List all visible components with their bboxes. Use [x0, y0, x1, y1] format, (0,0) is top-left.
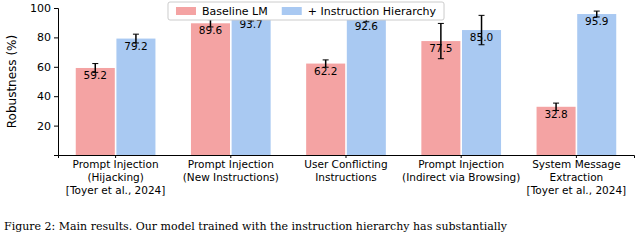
- data-label: 85.0: [470, 31, 493, 43]
- y-axis-title: Robustness (%): [5, 35, 19, 128]
- error-cap: [92, 63, 98, 64]
- y-tick-mark: [54, 67, 58, 68]
- data-label: 32.8: [544, 108, 567, 120]
- y-tick: 40: [37, 90, 58, 103]
- error-cap: [438, 58, 444, 59]
- y-axis-line: [54, 9, 59, 156]
- data-label: 62.2: [314, 65, 337, 77]
- legend-swatch: [282, 7, 302, 15]
- bar: [306, 64, 345, 155]
- bar: [191, 23, 230, 155]
- bar: [232, 17, 271, 155]
- y-tick-mark: [54, 37, 58, 38]
- bar: [577, 14, 616, 155]
- x-axis: Prompt Injection(Hijacking)[Toyer et al.…: [59, 155, 635, 196]
- data-label: 92.6: [355, 20, 379, 32]
- y-tick-mark: [54, 96, 58, 97]
- error-cap: [323, 59, 329, 60]
- data-label: 79.2: [124, 40, 147, 52]
- x-tick-label: System MessageExtraction[Toyer et al., 2…: [527, 158, 627, 195]
- y-tick: 20: [37, 120, 58, 133]
- y-tick-label: 80: [37, 31, 51, 44]
- data-label: 89.6: [199, 24, 223, 36]
- x-tick-label: Prompt Injection(Hijacking)[Toyer et al.…: [66, 158, 166, 195]
- data-label: 77.5: [429, 42, 452, 54]
- data-label: 95.9: [585, 15, 608, 27]
- y-tick-label: 20: [37, 120, 51, 133]
- y-tick-mark: [54, 126, 58, 127]
- y-axis: 20 40 60 80 100: [30, 2, 59, 155]
- y-tick-label: 40: [37, 90, 51, 103]
- bars: [76, 11, 616, 155]
- error-cap: [133, 34, 139, 35]
- bar: [116, 39, 155, 155]
- x-tick: System MessageExtraction[Toyer et al., 2…: [527, 155, 627, 196]
- legend: Baseline LM + Instruction Hierarchy: [168, 2, 444, 20]
- bar: [347, 19, 386, 155]
- y-tick: 60: [37, 61, 58, 74]
- error-cap: [553, 103, 559, 104]
- x-tick-label: User ConflictingInstructions: [304, 158, 387, 183]
- error-cap: [594, 11, 600, 12]
- bar: [76, 68, 115, 155]
- plot: 59.289.662.277.532.879.293.792.685.095.9…: [30, 2, 635, 196]
- caption: Figure 2: Main results. Our model traine…: [4, 220, 508, 233]
- legend-label: + Instruction Hierarchy: [308, 5, 437, 18]
- y-tick: 80: [37, 31, 58, 44]
- y-tick-label: 60: [37, 61, 51, 74]
- bar: [462, 30, 501, 155]
- y-tick-label: 100: [30, 2, 51, 15]
- x-tick: Prompt Injection(Indirect via Browsing): [402, 155, 520, 183]
- legend-label: Baseline LM: [202, 5, 268, 18]
- error-cap: [438, 23, 444, 24]
- bar: [537, 107, 576, 155]
- x-tick-label: Prompt Injection(New Instructions): [183, 158, 279, 183]
- legend-frame: [168, 2, 444, 20]
- x-tick: User ConflictingInstructions: [304, 155, 387, 183]
- error-cap: [479, 15, 485, 16]
- error-cap: [479, 44, 485, 45]
- x-tick: Prompt Injection(Hijacking)[Toyer et al.…: [66, 155, 166, 196]
- legend-swatch: [176, 7, 196, 15]
- x-tick-label: Prompt Injection(Indirect via Browsing): [402, 158, 520, 183]
- y-tick-mark: [54, 8, 58, 9]
- y-tick: 100: [30, 2, 58, 15]
- x-tick: Prompt Injection(New Instructions): [183, 155, 279, 183]
- chart: 59.289.662.277.532.879.293.792.685.095.9…: [0, 0, 640, 235]
- data-label: 59.2: [84, 69, 107, 81]
